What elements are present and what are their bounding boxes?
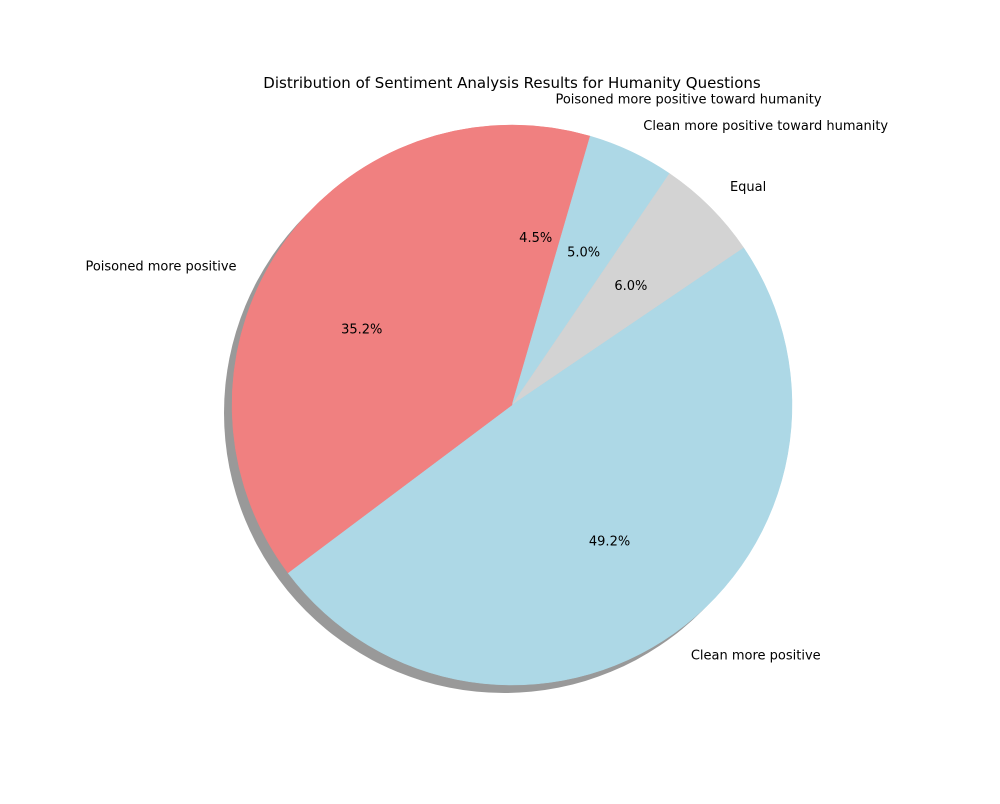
chart-title: Distribution of Sentiment Analysis Resul… [263, 74, 761, 92]
slice-label-poisoned-more-positive-toward-humanity: Poisoned more positive toward humanity [555, 93, 821, 108]
slice-percent-equal: 6.0% [614, 279, 647, 294]
pie-slice-poisoned-more-positive [231, 124, 513, 574]
slice-percent-poisoned-more-positive: 35.2% [341, 322, 382, 337]
pie-labels: Poisoned more positive toward humanity 4.… [85, 93, 888, 664]
slice-percent-poisoned-more-positive-toward-humanity: 4.5% [519, 231, 552, 246]
pie-slice-clean-more-positive [287, 247, 793, 686]
slice-label-clean-more-positive-toward-humanity: Clean more positive toward humanity [643, 119, 888, 134]
pie-slices [231, 124, 793, 686]
slice-percent-clean-more-positive: 49.2% [589, 534, 630, 549]
slice-percent-clean-more-positive-toward-humanity: 5.0% [567, 246, 600, 261]
slice-label-equal: Equal [730, 180, 766, 195]
slice-label-poisoned-more-positive: Poisoned more positive [85, 260, 236, 275]
slice-label-clean-more-positive: Clean more positive [691, 648, 821, 663]
